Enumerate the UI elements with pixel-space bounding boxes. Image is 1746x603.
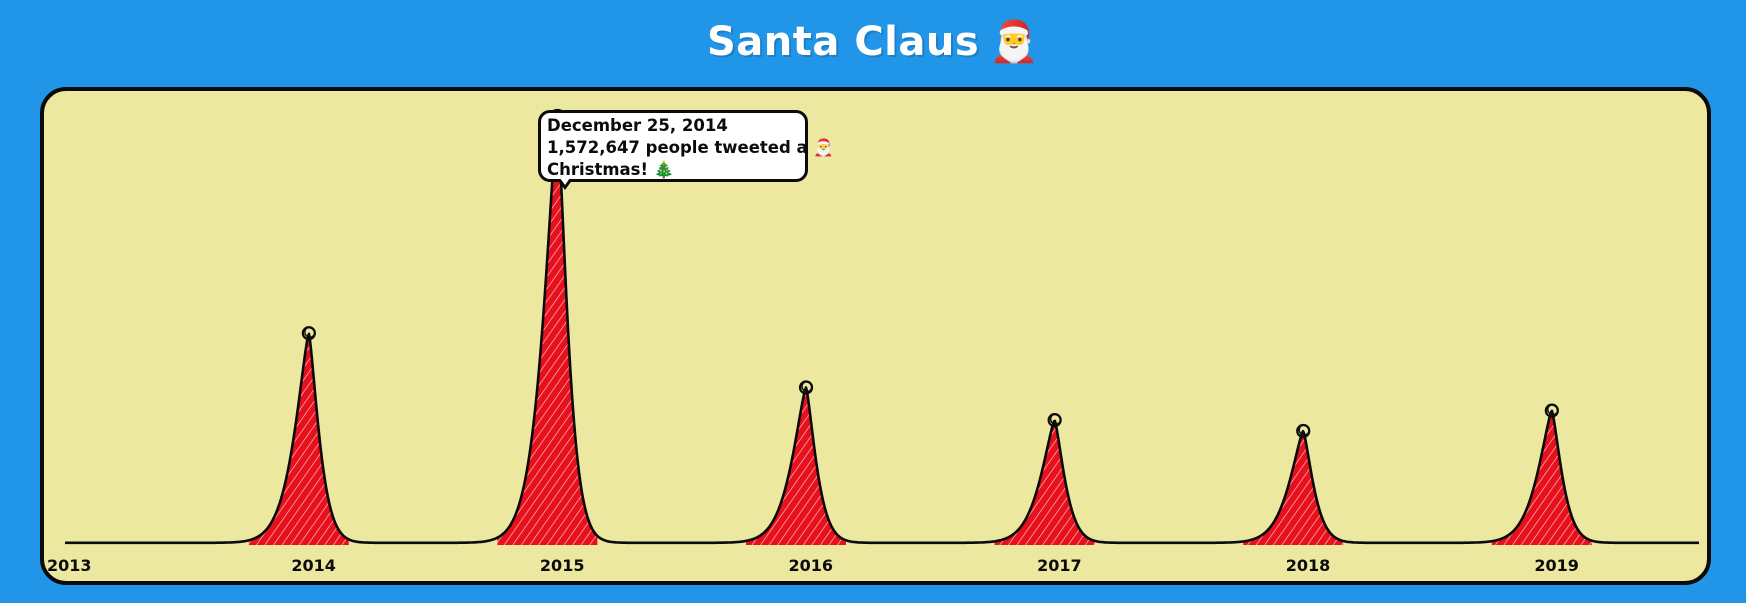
tooltip-count: 1,572,647 people tweeted a bbox=[547, 138, 808, 157]
x-axis-ticks: 2013 2014 2015 2016 2017 2018 2019 bbox=[47, 556, 1579, 575]
area-peak-1 bbox=[497, 118, 598, 545]
tooltip-greeting-line: Christmas! 🎄 bbox=[547, 159, 799, 181]
page-title: Santa Claus bbox=[707, 19, 980, 65]
x-tick-label: 2013 bbox=[47, 556, 92, 575]
chart-svg: 2013 2014 2015 2016 2017 2018 2019 bbox=[47, 108, 1700, 575]
area-peak-0 bbox=[248, 333, 349, 545]
tooltip-greeting: Christmas! bbox=[547, 160, 649, 179]
christmas-tree-icon: 🎄 bbox=[653, 160, 675, 179]
tooltip-pointer-fill bbox=[560, 178, 570, 185]
area-peak-4 bbox=[1243, 431, 1344, 545]
x-tick-label: 2015 bbox=[540, 556, 585, 575]
x-tick-label: 2019 bbox=[1534, 556, 1579, 575]
series-line-path bbox=[64, 119, 1700, 545]
area-fills bbox=[248, 118, 1592, 545]
chart-card: 2013 2014 2015 2016 2017 2018 2019 December 25… bbox=[40, 87, 1711, 585]
area-peak-2 bbox=[746, 387, 846, 545]
santa-icon: 🎅 bbox=[813, 138, 834, 157]
peak-marker-0[interactable] bbox=[301, 326, 316, 341]
peak-marker-3[interactable] bbox=[1047, 413, 1062, 428]
tooltip-date: December 25, 2014 bbox=[547, 116, 728, 135]
peak-marker-2[interactable] bbox=[798, 380, 814, 395]
title-row: Santa Claus 🎅 bbox=[0, 10, 1746, 74]
santa-icon: 🎅 bbox=[989, 19, 1039, 65]
area-peak-3 bbox=[994, 420, 1095, 545]
peak-marker-5[interactable] bbox=[1544, 403, 1559, 418]
peak-marker-4[interactable] bbox=[1296, 423, 1311, 439]
x-tick-label: 2017 bbox=[1037, 556, 1082, 575]
x-tick-label: 2016 bbox=[789, 556, 834, 575]
tooltip-count-line: 1,572,647 people tweeted a 🎅 bbox=[547, 137, 834, 159]
x-tick-label: 2018 bbox=[1286, 556, 1331, 575]
x-tick-label: 2014 bbox=[291, 556, 336, 575]
tooltip: December 25, 2014 1,572,647 people tweet… bbox=[538, 110, 834, 190]
area-peak-5 bbox=[1491, 410, 1592, 545]
peak-markers bbox=[301, 108, 1559, 439]
series-line bbox=[64, 119, 1700, 545]
